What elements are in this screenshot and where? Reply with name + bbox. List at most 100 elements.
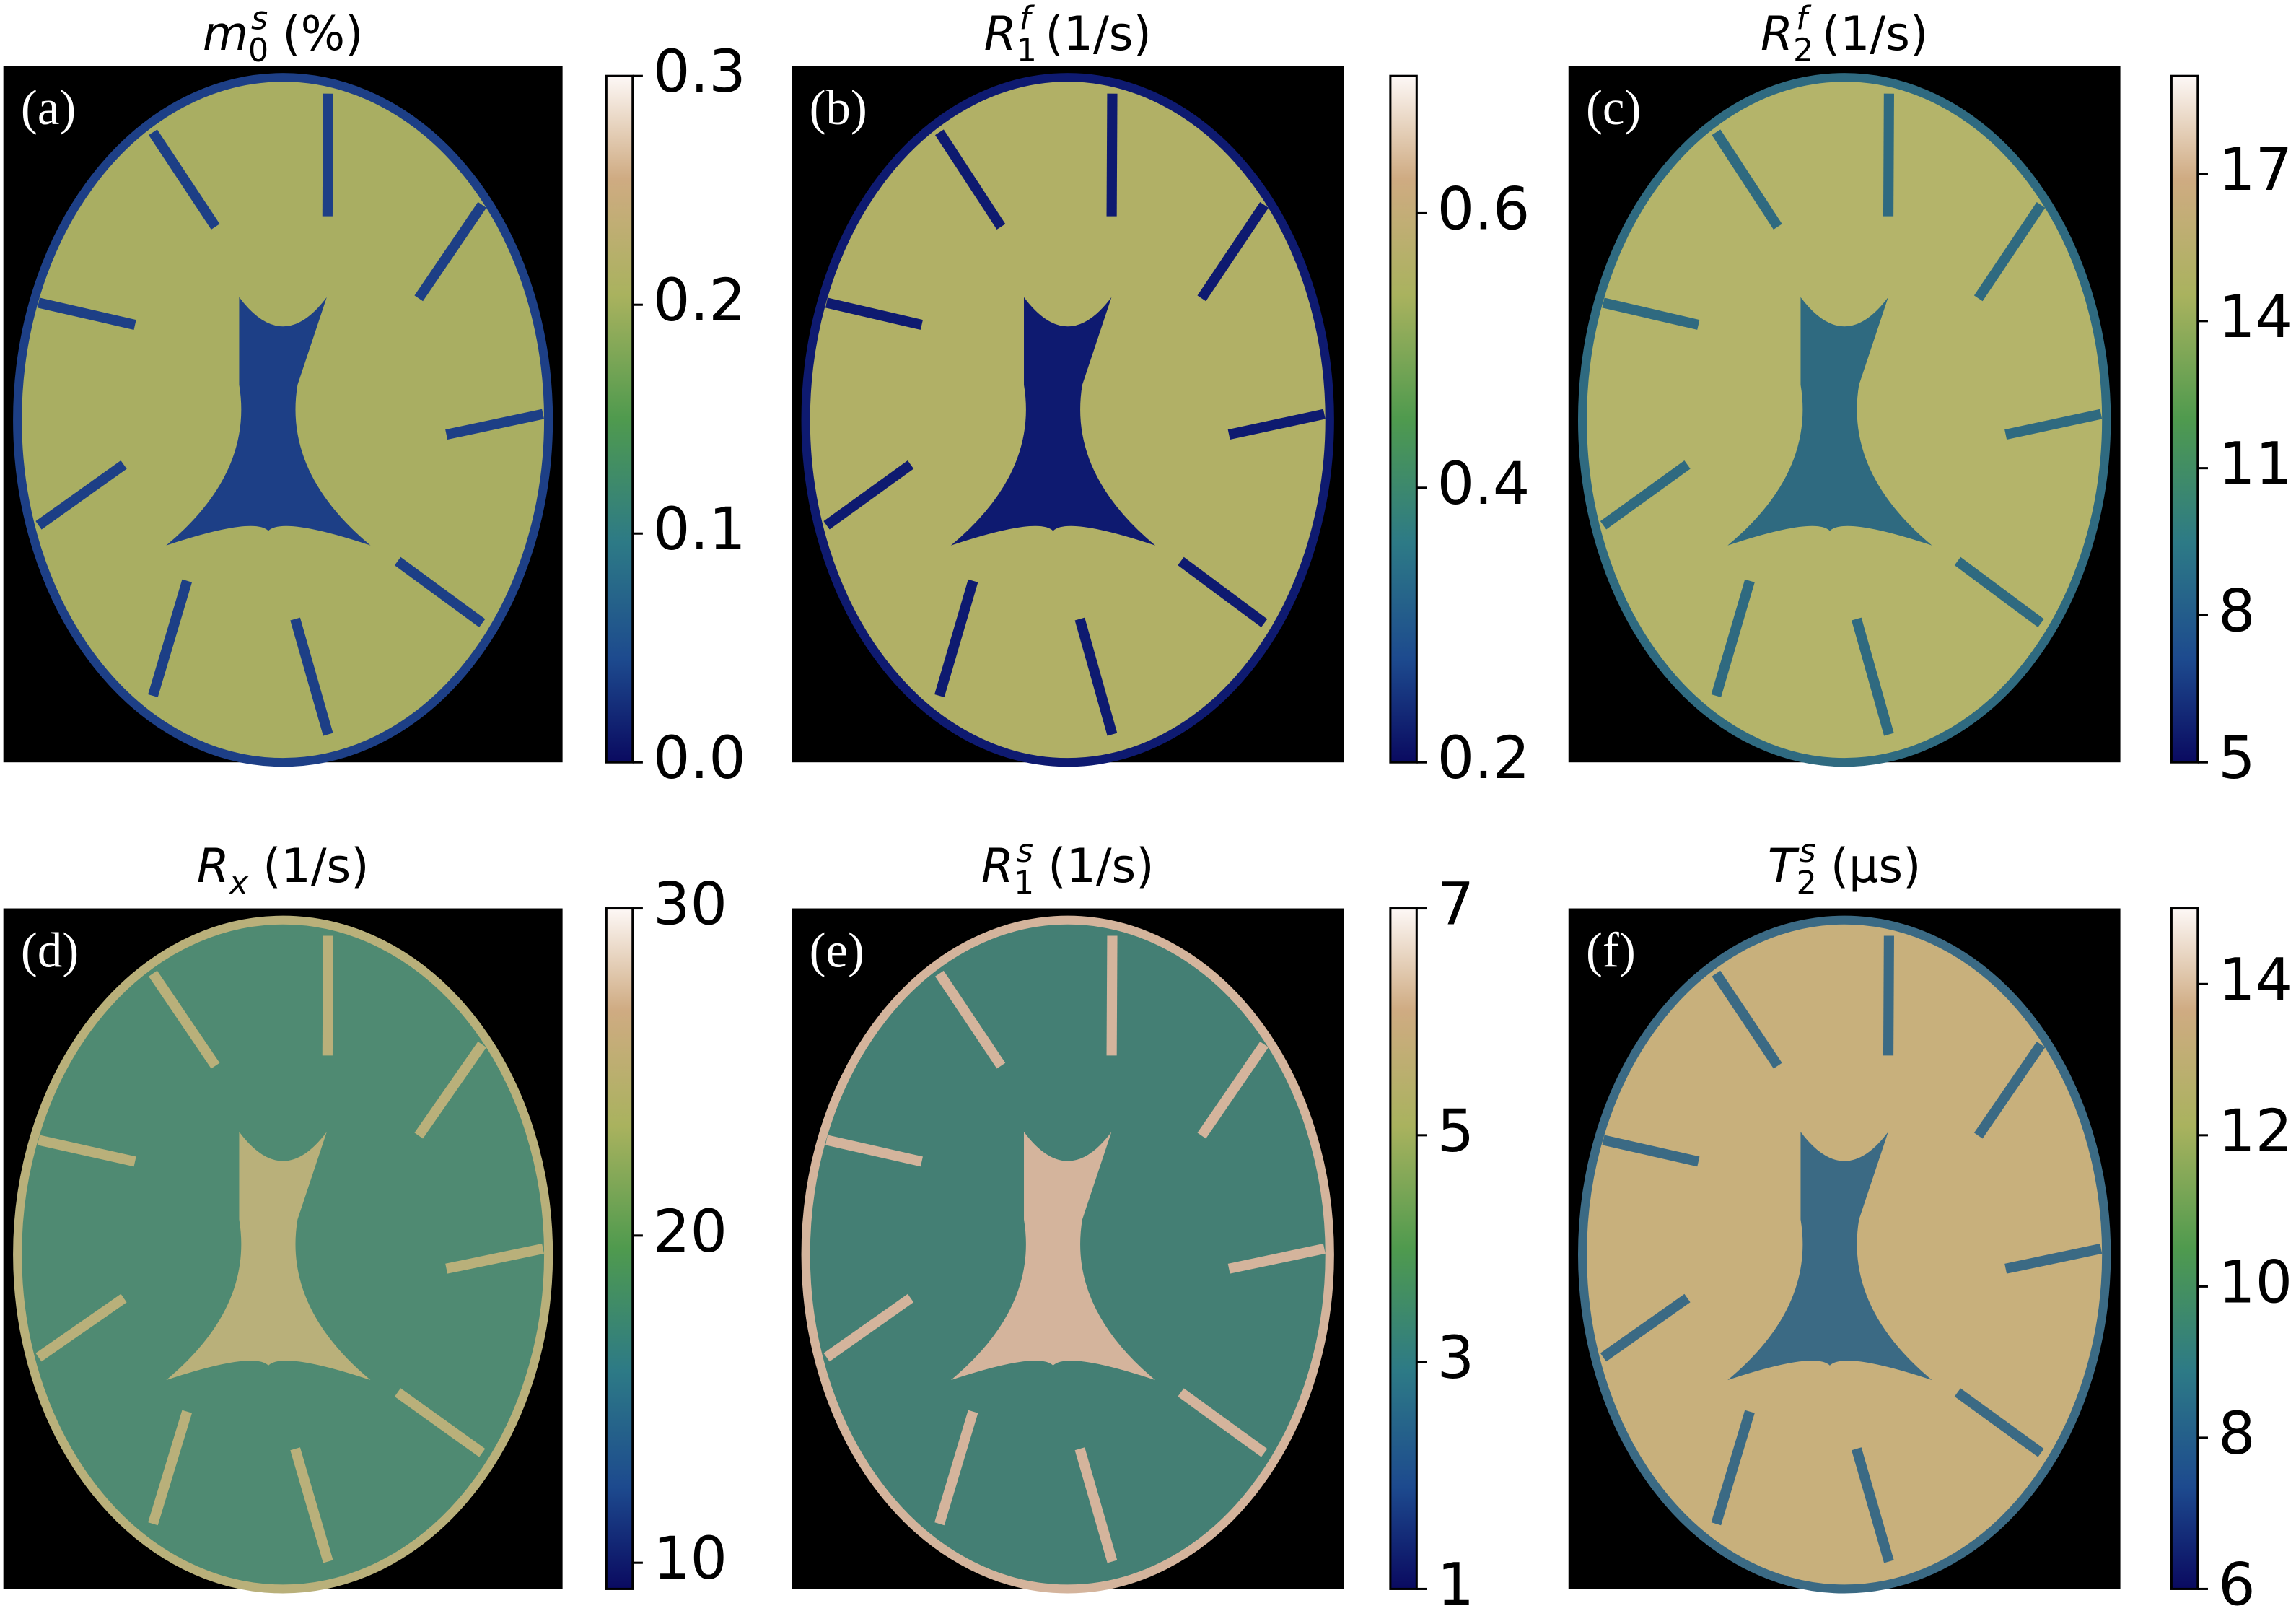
title-unit: (μs) [1831,839,1921,894]
sulcus [1197,1042,1269,1139]
title-unit: (1/s) [1046,7,1152,61]
sulcus [290,617,333,736]
sulcus [934,1410,978,1526]
sulcus [1954,556,2044,628]
title-symbol: R [197,839,229,894]
title-unit: (1/s) [263,839,369,894]
ventricles [166,297,371,546]
panel-label: (b) [810,80,867,135]
colorbar [2170,907,2199,1590]
sulcus [934,579,978,697]
colorbar-tick-label: 5 [2218,725,2256,793]
title-symbol: m [203,7,248,61]
colorbar-tick-label: 8 [2218,577,2256,645]
panel-title: T2s (μs) [1768,833,1921,902]
sulcus [37,297,136,330]
sulcus [1227,1244,1326,1274]
title-sub: 1 [1017,32,1037,69]
sulcus [1711,579,1755,697]
title-symbol: R [1761,7,1793,61]
sulcus [149,129,220,230]
sulcus [1712,129,1782,230]
panel: (d) Rx (1/s) 10 20 30 [3,839,727,1594]
title-sub: 2 [1796,865,1816,902]
sulcus [35,1293,127,1362]
sulcus [414,201,487,302]
sulcus [394,1388,486,1457]
sulcus [823,1293,914,1362]
sulcus [1074,617,1118,736]
colorbar [2170,74,2199,764]
panel: (f) T2s (μs) 6 8 10 12 14 [1568,833,2292,1619]
title-sup: s [1800,833,1816,870]
title-symbol: R [981,839,1014,894]
title-sup: s [251,0,268,37]
sulcus [935,970,1006,1069]
colorbar-tick-label: 14 [2218,946,2292,1014]
sulcus [1954,1388,2044,1457]
sulcus [1178,1388,1268,1457]
sulcus [934,129,1006,230]
sulcus [2004,409,2103,440]
sulcus [825,297,923,330]
sulcus [1600,460,1691,530]
title-sub: x [228,865,249,902]
sulcus [823,460,914,530]
sulcus [394,556,486,628]
sulcus [414,1041,487,1139]
sulcus [445,409,545,440]
title-unit: (%) [282,7,363,61]
colorbar-tick-label: 7 [1437,871,1475,939]
colorbar-tick-label: 6 [2218,1551,2256,1619]
sulcus [2004,1244,2103,1274]
panel-title: R2f (1/s) [1761,0,1928,69]
panel-title: m0s (%) [203,0,364,69]
colorbar [605,74,634,764]
sulcus [1883,93,1894,217]
panel-label: (a) [21,80,76,135]
panel-label: (c) [1586,80,1641,135]
colorbar-tick-label: 11 [2218,431,2292,499]
sulcus [1074,1447,1118,1563]
sulcus [1178,556,1268,628]
colorbar-tick-label: 12 [2218,1098,2292,1166]
sulcus [1600,1293,1691,1362]
sulcus [148,579,193,698]
sulcus [1602,297,1700,330]
ventricles [950,1132,1156,1381]
sulcus [35,460,127,530]
title-sup: f [1020,0,1035,37]
ventricles [950,297,1156,546]
colorbar-tick-label: 0.3 [653,38,746,106]
title-symbol: T [1768,839,1800,894]
panel-title: R1f (1/s) [984,0,1152,69]
panel-label: (e) [810,922,864,977]
title-sup: f [1796,0,1812,37]
colorbar-tick-label: 0.2 [1437,725,1530,793]
colorbar-tick-label: 14 [2218,284,2292,352]
colorbar [1389,907,1418,1590]
sulcus [1852,1447,1894,1563]
colorbar-tick-label: 0.6 [1437,175,1530,243]
title-sub: 0 [248,32,268,69]
colorbar-tick-label: 0.2 [653,267,746,335]
sulcus [1106,93,1118,217]
sulcus [1973,1042,2046,1139]
colorbar-tick-label: 5 [1437,1098,1475,1166]
title-unit: (1/s) [1822,7,1928,61]
colorbar-tick-label: 17 [2218,136,2292,204]
panel-title: R1s (1/s) [981,833,1154,902]
title-sub: 1 [1014,865,1034,902]
title-unit: (1/s) [1048,839,1154,894]
colorbar-tick-label: 30 [653,871,727,939]
sulcus [149,970,220,1069]
sulcus [1106,935,1118,1056]
panel-title: Rx (1/s) [197,839,369,902]
panel: (a) m0s (%) 0.0 0.1 0.2 0.3 [3,0,746,793]
ventricles [166,1132,371,1381]
sulcus [1712,970,1782,1069]
title-sup: s [1017,833,1033,870]
sulcus [445,1244,544,1274]
panel-label: (d) [21,922,79,977]
